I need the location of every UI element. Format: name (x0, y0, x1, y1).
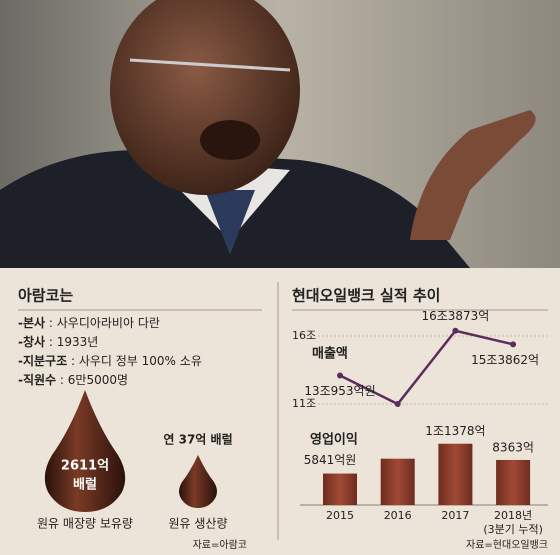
x-tick-label: 2015 (326, 509, 354, 522)
drop-label: 2611억 (61, 459, 109, 474)
x-tick-label: 2016 (384, 509, 412, 522)
bar (323, 473, 357, 505)
fact: -지분구조 : 사우디 정부 100% 소유 (18, 353, 202, 368)
fact-label: -본사 (18, 315, 45, 330)
big-drop (44, 390, 126, 512)
series-name: 매출액 (312, 346, 348, 362)
value-label: 8363억 (492, 440, 534, 454)
value-label: 16조3873억 (421, 309, 489, 323)
x-tick-label: 2018년 (494, 509, 532, 522)
drop-label: 연 37억 배럴 (163, 432, 232, 447)
fact-label: -창사 (18, 334, 45, 349)
fact-label: -지분구조 (18, 353, 67, 368)
y-tick-label: 16조 (292, 329, 316, 342)
section-title: 아람코는 (18, 287, 73, 305)
fact-label: -직원수 (18, 372, 56, 387)
drop-unit: 배럴 (73, 477, 97, 493)
series-name: 영업이익 (310, 432, 358, 448)
fact-text: : 사우디아라비아 다란 (45, 316, 160, 330)
bar (380, 458, 415, 505)
small-drop (179, 455, 217, 508)
value-label: 1조1378억 (425, 424, 485, 438)
point (394, 401, 401, 407)
fact: -창사 : 1933년 (18, 334, 98, 349)
fact-text: : 사우디 정부 100% 소유 (67, 354, 202, 368)
annotation: (3분기 누적) (483, 523, 543, 536)
point (510, 341, 517, 348)
value-label: 15조3862억 (471, 353, 539, 367)
caption: 원유 생산량 (168, 517, 227, 531)
value-label: 5841억원 (304, 453, 357, 467)
photo (0, 0, 560, 268)
x-tick-label: 2017 (441, 509, 469, 522)
fact-text: : 1933년 (45, 335, 98, 349)
chart-title: 현대오일뱅크 실적 추이 (292, 287, 440, 305)
point (452, 327, 459, 334)
y-tick-label: 11조 (292, 397, 316, 410)
fact: -직원수 : 6만5000명 (18, 372, 128, 387)
point (337, 372, 343, 379)
caption: 원유 매장량 보유량 (37, 517, 133, 531)
bar (496, 459, 531, 505)
line (339, 329, 514, 406)
source: 자료=아람코 (193, 538, 247, 551)
bar (438, 443, 473, 505)
value-label: 13조953억원 (304, 384, 375, 398)
fact: -본사 : 사우디아라비아 다란 (18, 315, 160, 330)
fact-text: : 6만5000명 (56, 373, 128, 387)
source: 자료=현대오일뱅크 (466, 539, 548, 551)
